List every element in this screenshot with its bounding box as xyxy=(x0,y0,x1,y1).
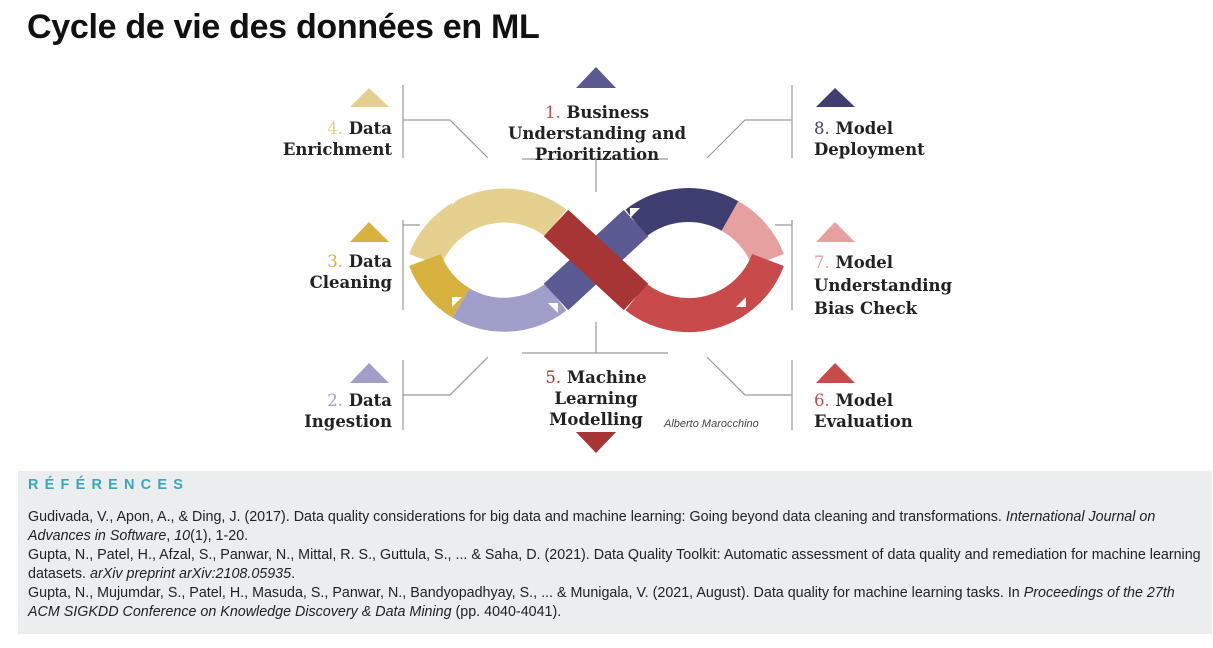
stage-label-2: 2. Data Ingestion xyxy=(280,390,392,432)
triangle-icon-stage-5 xyxy=(576,432,616,453)
stage-label-6: 6. Model Evaluation xyxy=(814,390,934,432)
loop-segment-deployment xyxy=(625,188,739,237)
triangle-icon-stage-4 xyxy=(350,88,389,107)
stage-label-1: 1. Business Understanding and Prioritiza… xyxy=(502,102,692,165)
stage-label-8: 8. Model Deployment xyxy=(814,118,934,160)
reference-text: Gudivada, V., Apon, A., & Ding, J. (2017… xyxy=(28,509,1006,525)
reference-volume: 10 xyxy=(174,528,191,544)
connector-lines xyxy=(402,85,793,430)
triangle-icon-stage-1 xyxy=(576,67,616,88)
triangle-icon-stage-8 xyxy=(816,88,855,107)
loop-segment-ingestion xyxy=(452,283,567,332)
triangle-icon-stage-7 xyxy=(816,222,855,242)
loop-segment-cleaning xyxy=(409,253,471,318)
stage-text: Model Evaluation xyxy=(814,391,913,431)
triangle-icon-stage-6 xyxy=(816,363,855,383)
stage-number: 5. xyxy=(545,368,562,387)
stage-text: Business Understanding and Prioritizatio… xyxy=(507,103,687,164)
loop-corner-markers xyxy=(452,195,746,313)
triangle-icon-stage-2 xyxy=(350,363,389,383)
stage-number: 6. xyxy=(814,391,830,410)
stage-label-4: 4. Data Enrichment xyxy=(280,118,392,160)
reference-entry-3: Gupta, N., Mujumdar, S., Patel, H., Masu… xyxy=(28,584,1202,622)
stage-label-7: 7. Model Understanding Bias Check xyxy=(814,251,964,320)
stage-number: 7. xyxy=(814,253,830,272)
diagram-credit: Alberto Marocchino xyxy=(664,418,759,430)
stage-text: Data Cleaning xyxy=(309,252,392,292)
stage-label-3: 3. Data Cleaning xyxy=(240,251,392,293)
stage-number: 8. xyxy=(814,119,830,138)
stage-text: Data Ingestion xyxy=(304,391,392,431)
reference-entry-2: Gupta, N., Patel, H., Afzal, S., Panwar,… xyxy=(28,546,1202,584)
references-heading: RÉFÉRENCES xyxy=(28,477,190,493)
reference-text: (1), 1-20. xyxy=(190,528,249,544)
reference-text: . xyxy=(291,566,296,582)
reference-text: Gupta, N., Mujumdar, S., Patel, H., Masu… xyxy=(28,585,1024,601)
reference-text: Gupta, N., Patel, H., Afzal, S., Panwar,… xyxy=(28,547,1201,582)
loop-segment-evaluation xyxy=(625,253,784,333)
stage-text: Data Enrichment xyxy=(282,119,392,159)
stage-label-5: 5. Machine Learning Modelling xyxy=(536,367,656,430)
reference-journal: arXiv preprint arXiv:2108.05935 xyxy=(90,566,292,582)
stage-number: 1. xyxy=(544,103,561,122)
loop-segment-enrichment xyxy=(409,188,567,267)
infinity-loop-graphic xyxy=(350,67,855,453)
page-title: Cycle de vie des données en ML xyxy=(27,8,540,46)
reference-journal: Proceedings of the 27th ACM SIGKDD Confe… xyxy=(28,585,1175,620)
stage-number: 2. xyxy=(327,391,343,410)
stage-text: Model Deployment xyxy=(814,119,925,159)
stage-number: 3. xyxy=(327,252,343,271)
reference-text: , xyxy=(166,528,175,544)
crossing-band-modelling xyxy=(543,209,649,311)
stage-text: Model Understanding Bias Check xyxy=(814,253,953,318)
stage-number: 4. xyxy=(327,119,343,138)
references-panel: RÉFÉRENCES Gudivada, V., Apon, A., & Din… xyxy=(18,471,1212,634)
triangle-icon-stage-3 xyxy=(350,222,389,242)
loop-segment-understanding xyxy=(721,201,784,267)
reference-text: (pp. 4040-4041). xyxy=(451,604,562,620)
stage-text: Machine Learning Modelling xyxy=(549,368,647,429)
reference-journal: International Journal on Advances in Sof… xyxy=(28,509,1156,544)
reference-entry-1: Gudivada, V., Apon, A., & Ding, J. (2017… xyxy=(28,508,1202,546)
ml-lifecycle-diagram: 1. Business Understanding and Prioritiza… xyxy=(240,60,980,460)
